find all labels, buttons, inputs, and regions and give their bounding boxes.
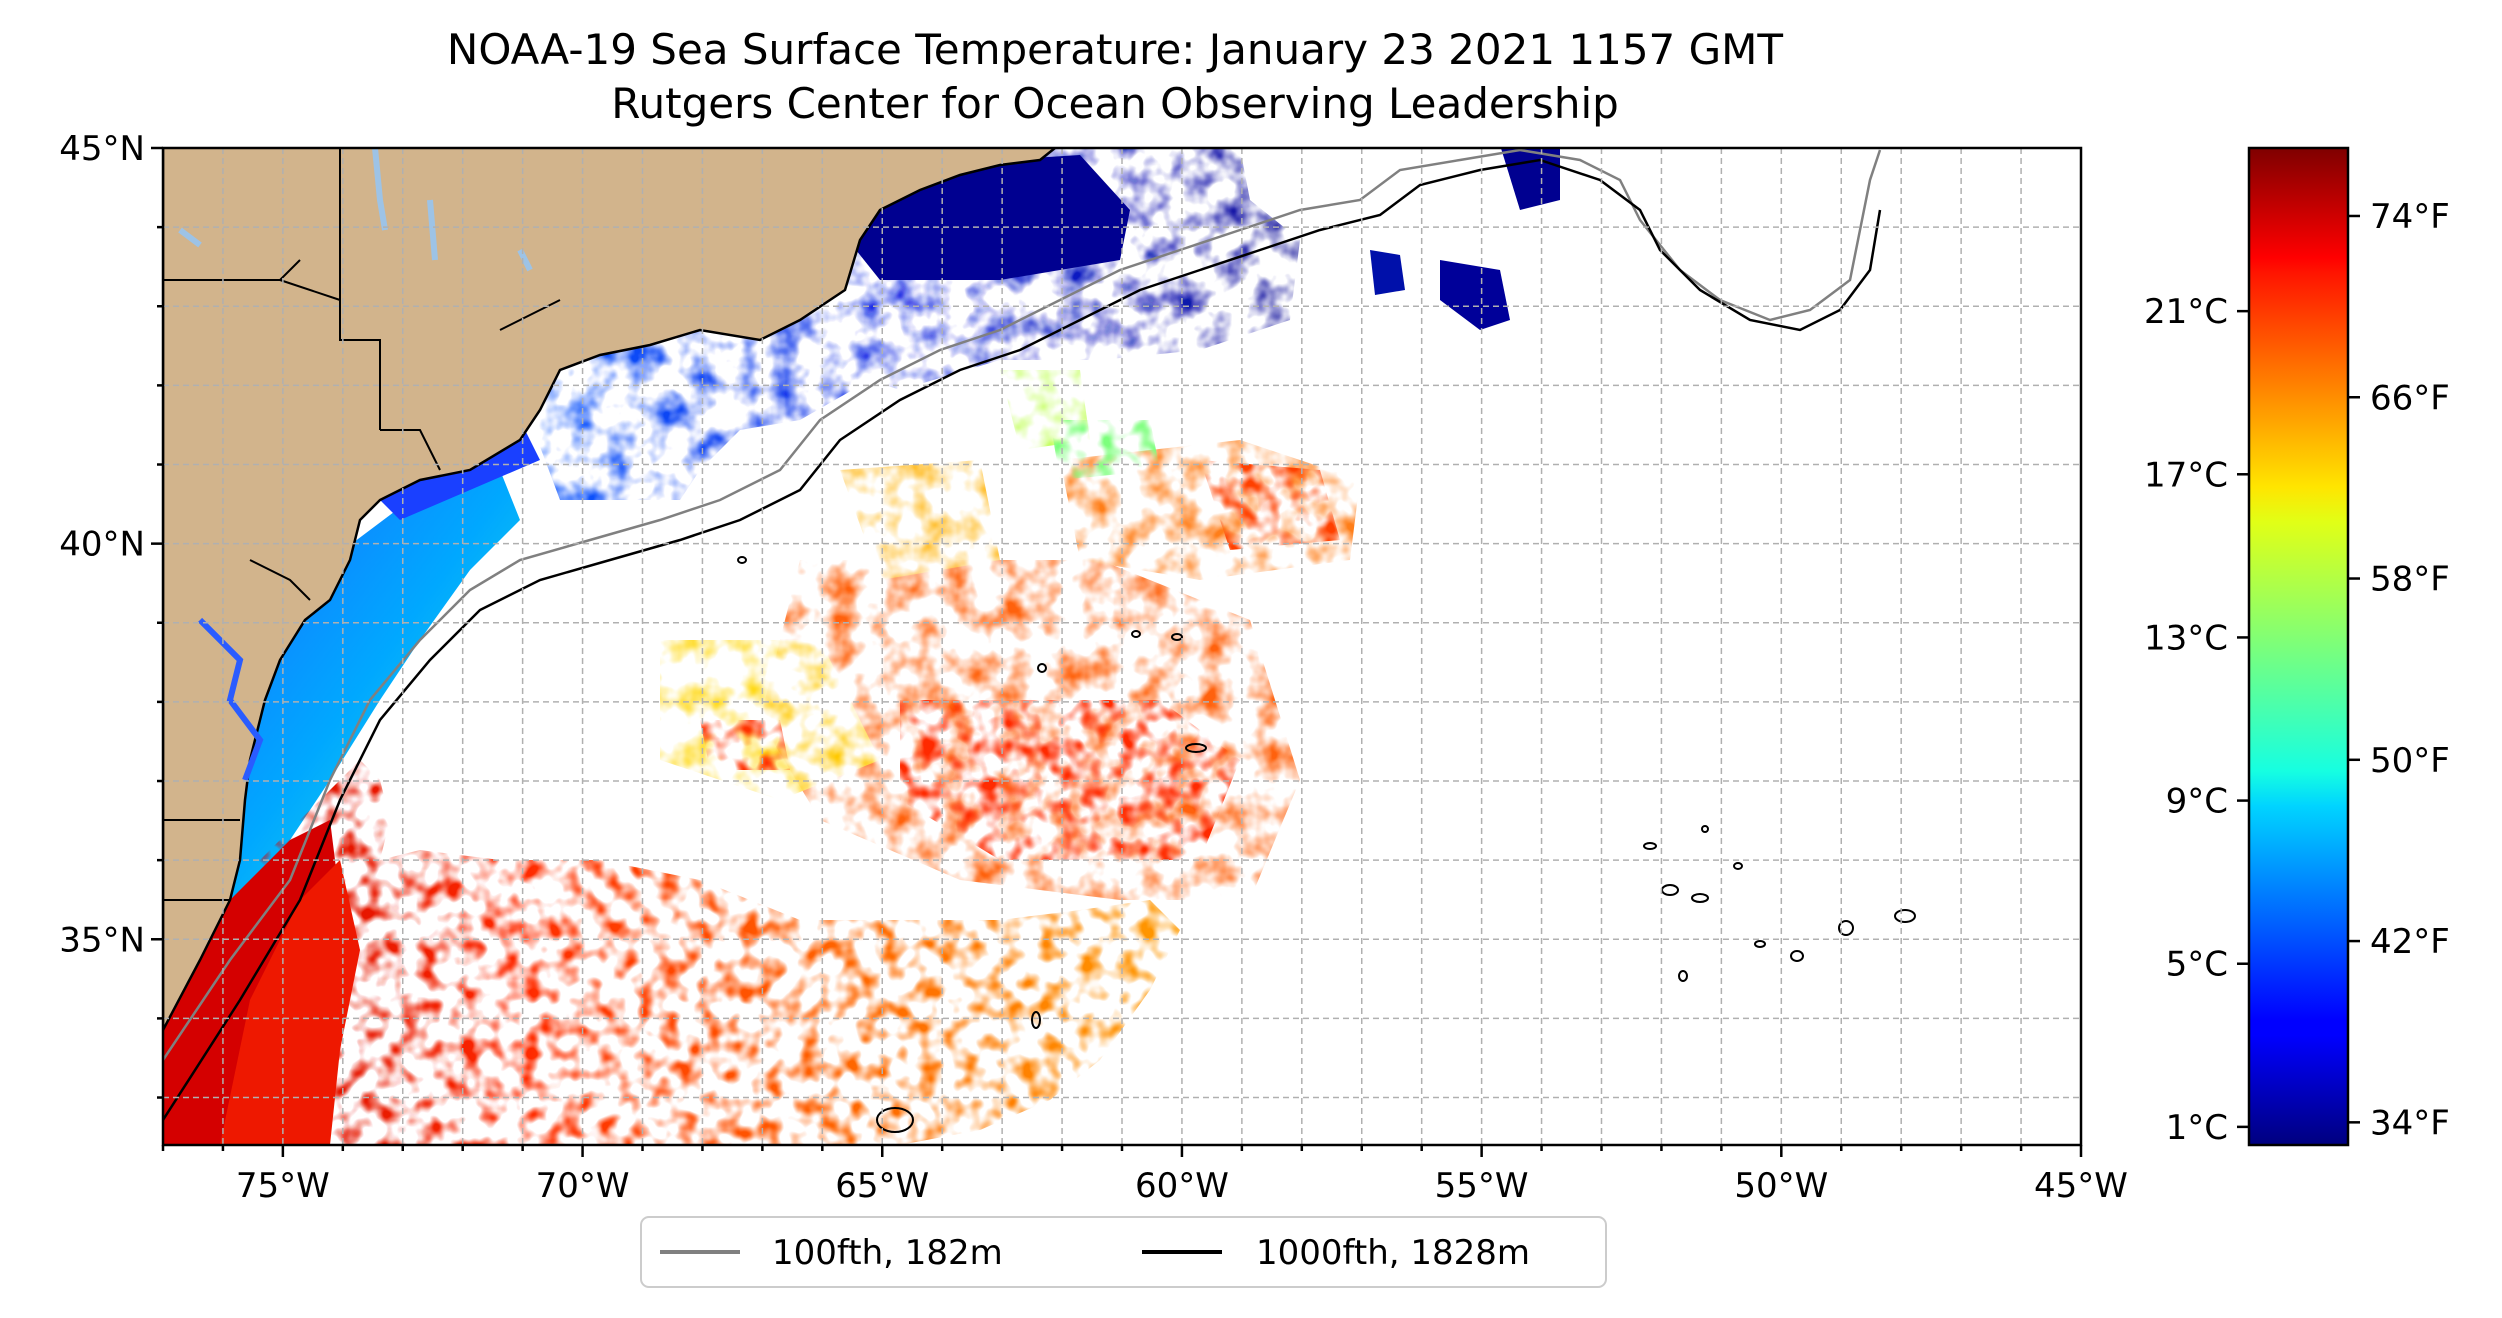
latitude-label: 35°N <box>59 920 145 960</box>
newfoundland-outline-area <box>1600 148 1880 325</box>
colorbar-celsius-labels: 1°C 5°C 9°C 13°C 17°C 21°C <box>2144 292 2249 1148</box>
lakes-rivers <box>178 148 533 272</box>
colorbar-celsius-label: 1°C <box>2166 1108 2228 1148</box>
sst-data-layer <box>163 148 1560 1145</box>
colorbar-fahrenheit-label: 58°F <box>2370 560 2450 600</box>
colorbar-celsius-label: 9°C <box>2166 782 2228 822</box>
latitude-label: 40°N <box>59 525 145 565</box>
chesapeake-bay <box>197 617 264 782</box>
map-area <box>163 148 2081 1145</box>
longitude-label: 55°W <box>1435 1166 1529 1206</box>
latitude-label: 45°N <box>59 129 145 169</box>
longitude-label: 45°W <box>2034 1166 2128 1206</box>
legend-box <box>640 1216 1607 1288</box>
isobath-legend: 100fth, 182m 1000fth, 1828m <box>640 1216 1607 1288</box>
colorbar-fahrenheit-label: 74°F <box>2370 197 2450 237</box>
colorbar-fahrenheit-labels: 34°F 42°F 50°F 58°F 66°F 74°F <box>2348 197 2450 1143</box>
longitude-label: 70°W <box>536 1166 630 1206</box>
state-borders <box>163 148 561 901</box>
gulf-stream-warm-water <box>163 760 1180 1145</box>
legend-label-100fth: 100fth, 182m <box>772 1233 1003 1273</box>
gridlines <box>163 148 2081 1145</box>
longitude-label: 60°W <box>1135 1166 1229 1206</box>
colorbar-celsius-label: 13°C <box>2144 618 2228 658</box>
map-ticks <box>151 146 2083 1157</box>
land <box>163 148 1880 1031</box>
mid-atlantic-shelf-water <box>163 470 520 960</box>
coastline <box>163 148 1056 1031</box>
colorbar-fahrenheit-label: 66°F <box>2370 378 2450 418</box>
map-title: NOAA-19 Sea Surface Temperature: January… <box>446 25 1784 74</box>
colorbar-fahrenheit-label: 42°F <box>2370 922 2450 962</box>
longitude-labels: 75°W 70°W 65°W 60°W 55°W 50°W 45°W <box>236 1166 2128 1206</box>
latitude-labels: 45°N 40°N 35°N <box>59 129 145 960</box>
colorbar-celsius-label: 21°C <box>2144 292 2228 332</box>
offshore-cold-patch-small <box>1370 250 1405 295</box>
longitude-label: 75°W <box>236 1166 330 1206</box>
gulf-stream-core-2 <box>220 860 360 1145</box>
isobath-1000fth <box>163 158 1882 1121</box>
map-subtitle: Rutgers Center for Ocean Observing Leade… <box>611 79 1619 128</box>
colorbar: 1°C 5°C 9°C 13°C 17°C 21°C 34°F 42°F 50°F 58°F 66… <box>2144 146 2450 1148</box>
offshore-warm-patches-2 <box>700 420 1340 860</box>
colorbar-celsius-label: 17°C <box>2144 455 2228 495</box>
colorbar-gradient <box>2247 146 2350 1147</box>
offshore-cold-patch <box>1440 260 1510 330</box>
north-america-land <box>163 148 1055 1030</box>
longitude-label: 50°W <box>1734 1166 1828 1206</box>
colorbar-fahrenheit-label: 50°F <box>2370 741 2450 781</box>
colorbar-fahrenheit-label: 34°F <box>2370 1103 2450 1143</box>
isobath-100fth <box>163 148 1882 1061</box>
seamounts <box>737 556 1916 1133</box>
isobaths <box>163 148 1916 1133</box>
legend-label-1000fth: 1000fth, 1828m <box>1256 1233 1530 1273</box>
colorbar-celsius-label: 5°C <box>2166 945 2228 985</box>
longitude-label: 65°W <box>835 1166 929 1206</box>
